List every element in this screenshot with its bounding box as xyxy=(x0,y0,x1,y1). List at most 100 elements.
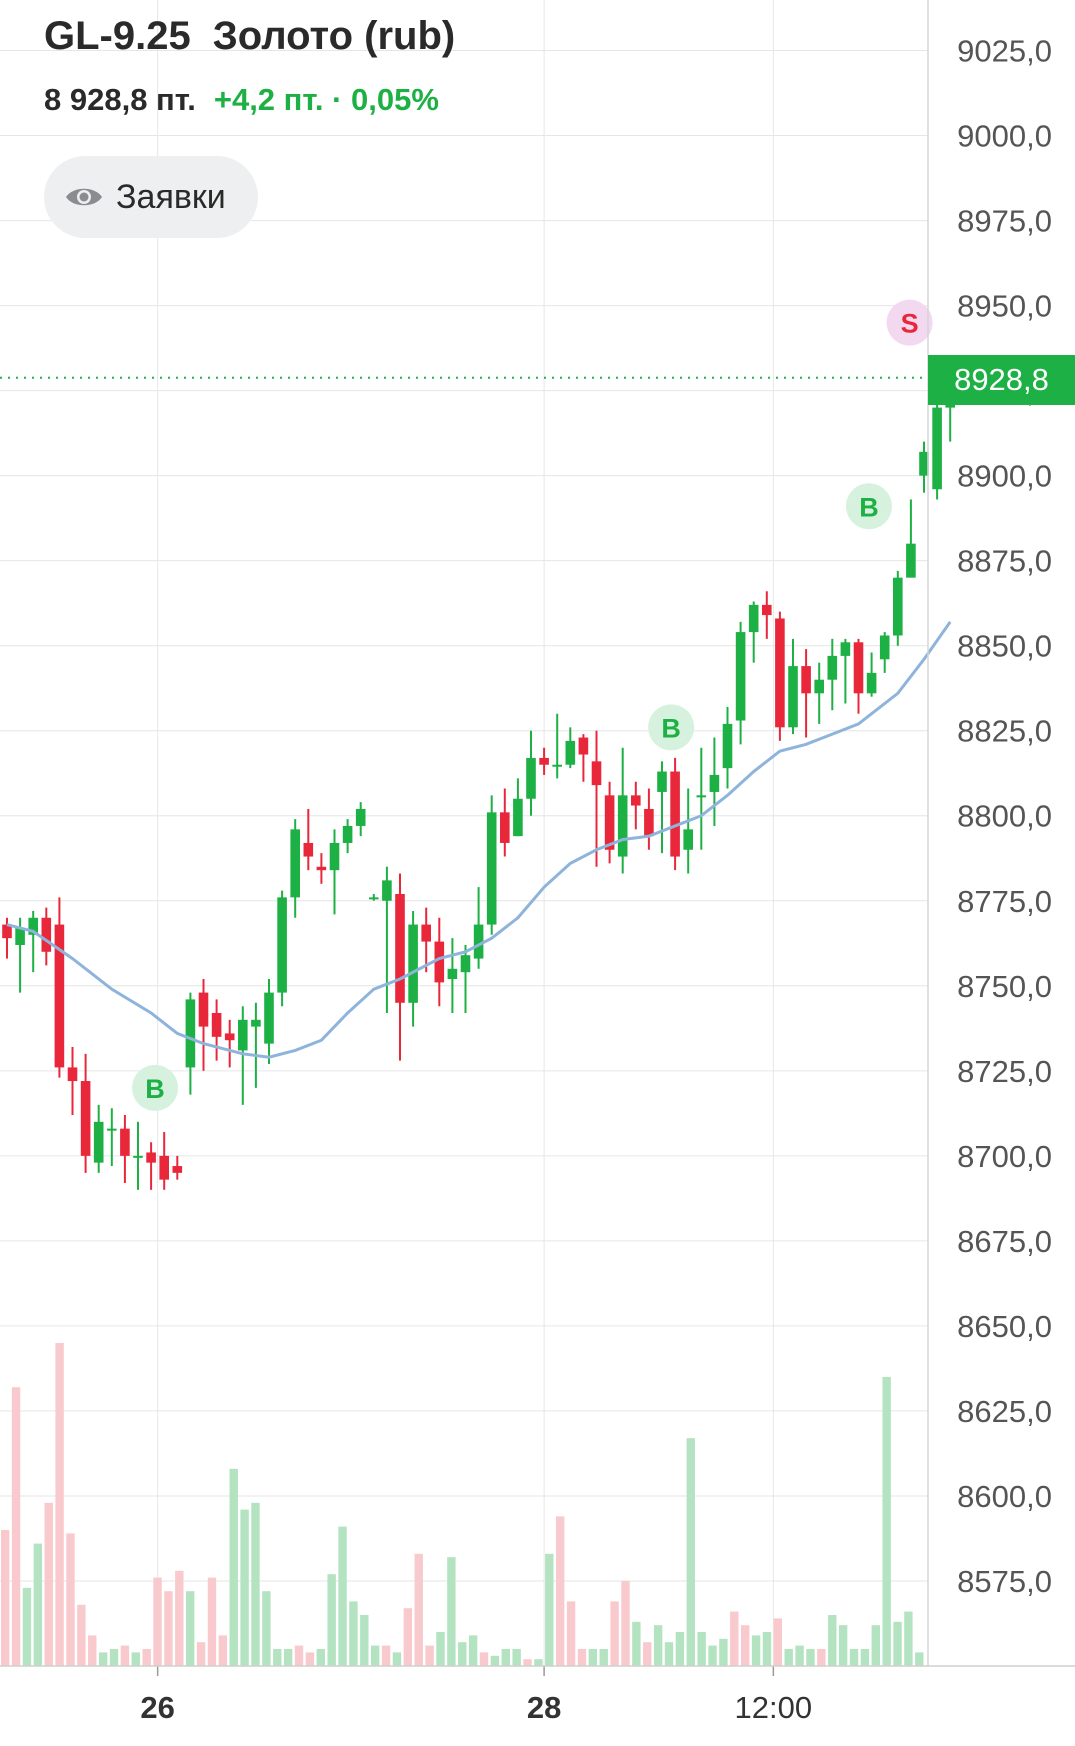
candle xyxy=(578,734,589,782)
y-tick-label: 8850,0 xyxy=(957,629,1052,664)
candle-body xyxy=(421,924,431,942)
volume-bar xyxy=(88,1635,97,1666)
volume-bar xyxy=(262,1591,271,1666)
candle-body xyxy=(290,829,300,898)
candle-body xyxy=(893,577,903,636)
candle xyxy=(316,853,327,884)
ma-path xyxy=(6,621,952,1059)
volume-bar xyxy=(251,1502,260,1666)
candle xyxy=(290,819,300,918)
candle-body xyxy=(932,407,942,490)
candles xyxy=(2,360,969,1190)
volume-bar xyxy=(403,1608,413,1666)
volume-bar xyxy=(381,1645,391,1666)
candle-body xyxy=(670,771,680,857)
candle xyxy=(277,890,287,1007)
volume-bar xyxy=(316,1649,325,1666)
candle-body xyxy=(460,955,471,973)
candle-body xyxy=(500,812,510,843)
last-price-tag: 8928,8 xyxy=(928,355,1075,405)
volume-bar xyxy=(240,1509,249,1666)
candle-body xyxy=(486,812,497,925)
candle-body xyxy=(198,992,209,1027)
candle xyxy=(224,1019,235,1068)
candle-body xyxy=(355,808,366,826)
y-tick-label: 8800,0 xyxy=(957,799,1052,834)
volume-bar xyxy=(196,1642,206,1666)
volume-bar xyxy=(218,1635,228,1666)
candle-body xyxy=(277,897,287,993)
candle xyxy=(395,873,405,1061)
candle-body xyxy=(329,842,340,871)
candle-body xyxy=(709,774,720,792)
candle xyxy=(198,978,209,1071)
volume-bar xyxy=(556,1516,565,1666)
volume-bar xyxy=(566,1601,576,1666)
volume-bar xyxy=(610,1601,619,1666)
volume-bar xyxy=(131,1652,140,1666)
volume-bar xyxy=(175,1570,184,1666)
candle xyxy=(696,747,707,850)
orders-button[interactable]: Заявки xyxy=(44,156,258,238)
volume-bar xyxy=(273,1649,282,1666)
candle xyxy=(735,621,746,745)
candle-body xyxy=(224,1033,235,1041)
candle xyxy=(54,897,65,1078)
volume-bar xyxy=(283,1649,293,1666)
candle xyxy=(866,652,877,697)
y-tick-label: 9025,0 xyxy=(957,34,1052,69)
volume-bar xyxy=(207,1577,217,1666)
candle-body xyxy=(735,632,746,721)
volume-bar xyxy=(501,1649,510,1666)
candle xyxy=(460,944,471,1014)
candle-body xyxy=(919,451,929,476)
volume-bar xyxy=(588,1649,598,1666)
candle-body xyxy=(748,604,759,633)
current-price: 8 928,8 пт. xyxy=(44,82,196,117)
candle xyxy=(15,917,25,993)
buy-marker: B xyxy=(648,704,695,751)
volume-bar xyxy=(730,1611,739,1666)
y-tick-label: 8700,0 xyxy=(957,1139,1052,1174)
candle xyxy=(513,778,523,837)
candle xyxy=(762,591,772,639)
trade-markers: B B B S xyxy=(132,299,933,1111)
candle xyxy=(775,611,785,741)
volume-bar xyxy=(186,1591,195,1666)
candle xyxy=(788,638,798,735)
candle xyxy=(631,781,641,830)
candle xyxy=(657,761,667,854)
volume-bar xyxy=(893,1621,902,1666)
candle xyxy=(382,866,392,1014)
marker-circle xyxy=(886,299,933,346)
candle-body xyxy=(617,795,628,857)
volume-bar xyxy=(229,1468,238,1666)
candle-body xyxy=(775,618,785,728)
marker-circle xyxy=(648,704,695,751)
volume-bar xyxy=(294,1645,304,1666)
marker-circle xyxy=(845,483,892,530)
x-tick-label: 26 xyxy=(140,1690,174,1725)
volume-bar xyxy=(741,1625,750,1666)
volume-bar xyxy=(904,1611,913,1666)
candle-body xyxy=(644,808,654,837)
candle-body xyxy=(41,917,52,952)
candle-body xyxy=(526,757,536,799)
y-tick-label: 8650,0 xyxy=(957,1309,1052,1344)
candle xyxy=(211,999,222,1061)
candle xyxy=(159,1132,169,1190)
volume-bar xyxy=(11,1387,21,1666)
sell-marker: S xyxy=(886,299,933,346)
candle xyxy=(185,992,196,1095)
y-tick-label: 8750,0 xyxy=(957,969,1052,1004)
candle xyxy=(238,1006,248,1105)
buy-marker: B xyxy=(845,483,892,530)
candle-body xyxy=(159,1155,169,1180)
candle-body xyxy=(120,1128,130,1156)
volume-bar xyxy=(849,1649,859,1666)
candle xyxy=(172,1155,183,1180)
candle-body xyxy=(578,737,589,755)
candle xyxy=(146,1142,156,1190)
candle xyxy=(683,788,693,874)
